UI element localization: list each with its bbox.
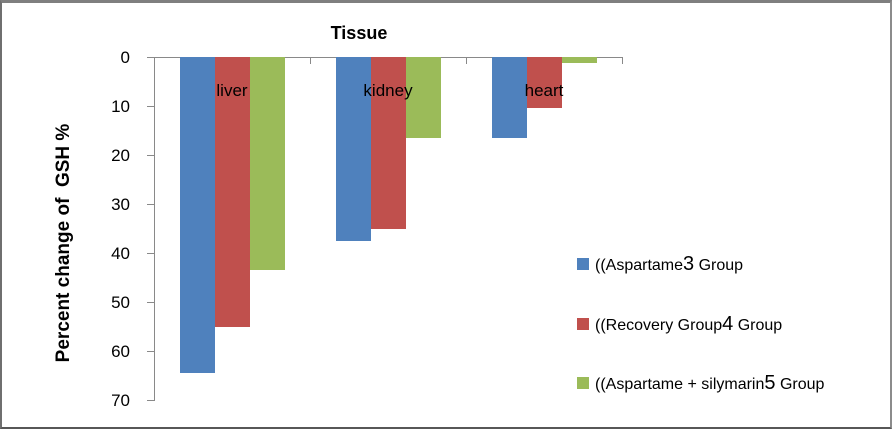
y-tick-mark [147,155,154,156]
category-label-kidney: kidney [363,81,413,100]
x-tick-mark [154,58,155,64]
legend-item-2: ((Recovery Group4 Group [577,313,782,335]
legend-swatch-icon [577,258,589,270]
legend-swatch-icon [577,318,589,330]
bar-heart-series3 [561,57,597,63]
legend-swatch-icon [577,377,589,389]
legend-label: ((Aspartame + silymarin5 Group [595,371,825,394]
y-tick-mark [147,57,154,58]
x-tick-mark [466,58,467,64]
legend-label: ((Recovery Group4 Group [595,312,783,335]
y-tick-mark [147,253,154,254]
legend-item-1: ((Aspartame3 Group [577,253,743,275]
y-axis-line [154,57,155,401]
bar-kidney-series3 [405,57,441,138]
y-axis-title: Percent change of GSH % [53,123,74,363]
bar-liver-series2 [214,57,250,327]
bar-kidney-series2 [370,57,406,229]
category-label-liver: liver [216,81,248,100]
y-tick-label: 70 [111,391,130,410]
bar-heart-series2 [526,57,562,109]
y-tick-label: 40 [111,244,130,263]
y-tick-mark [147,351,154,352]
y-tick-mark [147,204,154,205]
x-tick-mark [310,58,311,64]
x-tick-mark [622,58,623,64]
bar-liver-series1 [179,57,215,374]
y-tick-label: 10 [111,97,130,116]
bar-heart-series1 [491,57,527,138]
y-tick-mark [147,400,154,401]
y-tick-label: 20 [111,146,130,165]
y-tick-label: 50 [111,293,130,312]
y-tick-label: 60 [111,342,130,361]
y-tick-label: 0 [120,48,130,67]
y-tick-label: 30 [111,195,130,214]
chart-title: Tissue [330,23,388,43]
bar-kidney-series1 [335,57,371,241]
legend-item-3: ((Aspartame + silymarin5 Group [577,372,824,394]
category-label-heart: heart [524,81,564,100]
legend-label: ((Aspartame3 Group [595,252,744,275]
y-tick-mark [147,106,154,107]
y-tick-mark [147,302,154,303]
bar-liver-series3 [249,57,285,271]
